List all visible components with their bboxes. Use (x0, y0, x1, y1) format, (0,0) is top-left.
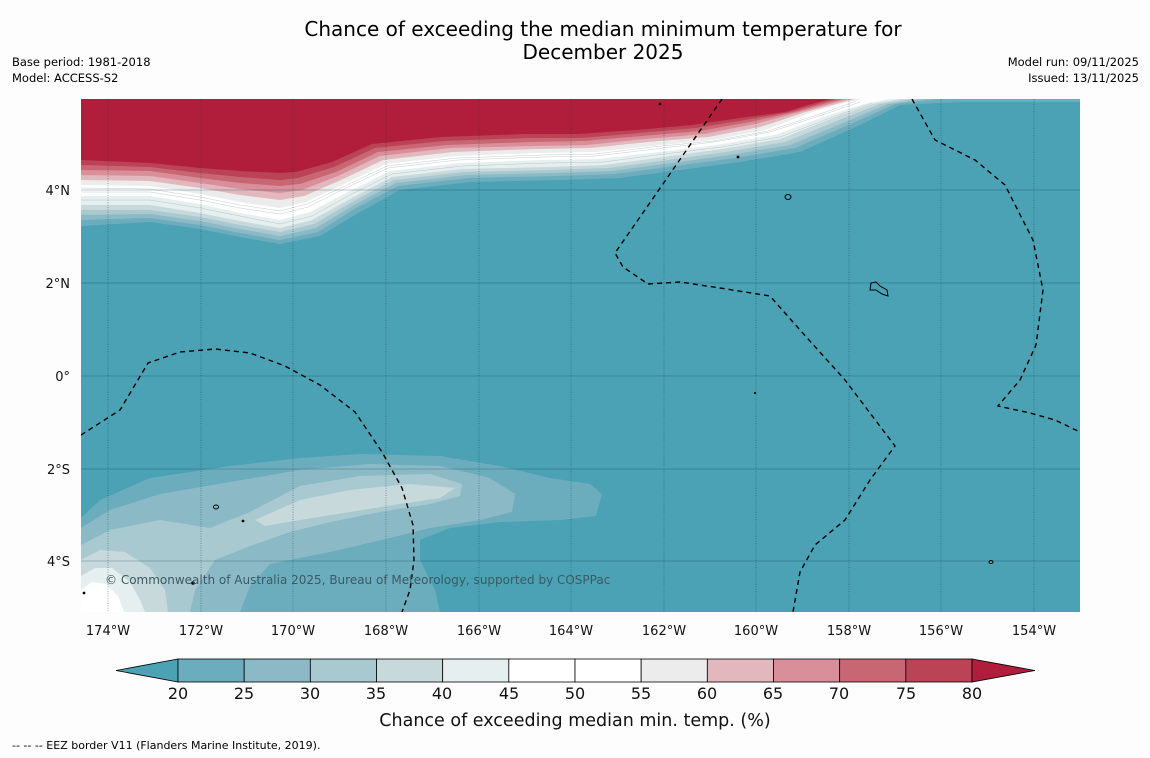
metadata-right: Model run: 09/11/2025 Issued: 13/11/2025 (1008, 54, 1139, 86)
colorbar-bin (376, 658, 444, 683)
colorbar-bin (773, 658, 841, 683)
colorbar-bin (243, 658, 311, 683)
island (82, 591, 86, 595)
colorbar-bin (905, 658, 973, 683)
eez-borders (81, 99, 1080, 612)
colorbar-tick: 30 (300, 684, 320, 703)
graticule-lat (81, 189, 1080, 562)
colorbar-tick: 70 (829, 684, 849, 703)
lon-tick: 166°W (457, 624, 501, 639)
colorbar-label: Chance of exceeding median min. temp. (%… (379, 711, 770, 731)
copyright-notice: © Commonwealth of Australia 2025, Bureau… (105, 573, 610, 587)
base-period-label: Base period: 1981-2018 (12, 55, 151, 69)
colorbar-tick: 45 (499, 684, 519, 703)
island (869, 281, 889, 297)
lon-tick: 158°W (827, 624, 871, 639)
colorbar-bin (442, 658, 510, 683)
lon-tick: 154°W (1012, 624, 1056, 639)
island (753, 391, 757, 395)
lon-tick: 170°W (271, 624, 315, 639)
graticule (107, 99, 1035, 612)
colorbar-tick: 60 (697, 684, 717, 703)
island (213, 504, 219, 510)
island (658, 102, 662, 106)
island (736, 155, 740, 159)
colorbar-bin (309, 658, 377, 683)
contour-band (81, 99, 830, 173)
colorbar-tick: 80 (962, 684, 982, 703)
contour-band (255, 484, 455, 526)
colorbar-tick: 40 (432, 684, 452, 703)
lon-tick: 156°W (919, 624, 963, 639)
model-label: Model: ACCESS-S2 (12, 71, 119, 85)
island (191, 581, 195, 585)
colorbar-tick: 20 (168, 684, 188, 703)
colorbar-tick: 50 (565, 684, 585, 703)
colorbar-above-arrow (971, 658, 1036, 683)
eez-border (81, 348, 415, 612)
colorbar-tick: 75 (896, 684, 916, 703)
model-run-label: Model run: 09/11/2025 (1007, 55, 1139, 69)
lon-tick: 172°W (179, 624, 223, 639)
lon-axis: 174°W 172°W 170°W 168°W 166°W 164°W 162°… (86, 624, 1056, 639)
colorbar-below-arrow (115, 658, 179, 683)
eez-border (614, 99, 896, 612)
lon-tick: 162°W (642, 624, 686, 639)
colorbar-bin (508, 658, 576, 683)
map-field: © Commonwealth of Australia 2025, Bureau… (81, 99, 1080, 612)
islands (82, 102, 994, 595)
lon-tick: 160°W (734, 624, 778, 639)
colorbar-tick: 65 (763, 684, 783, 703)
colorbar-bin (706, 658, 774, 683)
lat-tick: 2°S (47, 463, 70, 478)
lat-tick: 0° (55, 370, 70, 385)
lat-axis: 4°N 2°N 0° 2°S 4°S (46, 184, 71, 570)
title-line-2: December 2025 (522, 40, 684, 64)
contour-band (81, 582, 124, 612)
northern-warm-anomaly (81, 99, 1080, 244)
eez-legend-footer: -- -- -- EEZ border V11 (Flanders Marine… (12, 739, 321, 752)
eez-border (911, 99, 1080, 433)
island (784, 194, 792, 200)
colorbar-bin (640, 658, 708, 683)
contour-hairlines (81, 100, 873, 225)
colorbar-bin (839, 658, 907, 683)
lon-tick: 164°W (549, 624, 593, 639)
lat-tick: 4°N (46, 184, 71, 199)
colorbar-tick: 25 (234, 684, 254, 703)
lat-tick: 2°N (46, 277, 71, 292)
lon-tick: 168°W (364, 624, 408, 639)
lon-tick: 174°W (86, 624, 130, 639)
colorbar-bin (177, 658, 245, 683)
colorbar: 20 25 30 35 40 45 50 55 60 65 70 75 80 C… (115, 658, 1036, 731)
metadata-left: Base period: 1981-2018 Model: ACCESS-S2 (12, 54, 151, 86)
colorbar-bin (574, 658, 642, 683)
island (241, 519, 245, 523)
colorbar-ticks: 20 25 30 35 40 45 50 55 60 65 70 75 80 (168, 684, 982, 703)
issued-label: Issued: 13/11/2025 (1028, 71, 1139, 85)
southwest-anomaly (81, 454, 602, 612)
lat-tick: 4°S (47, 555, 70, 570)
island (988, 560, 994, 564)
map-title: Chance of exceeding the median minimum t… (230, 18, 976, 64)
title-line-1: Chance of exceeding the median minimum t… (304, 17, 902, 41)
colorbar-tick: 55 (631, 684, 651, 703)
colorbar-tick: 35 (366, 684, 386, 703)
